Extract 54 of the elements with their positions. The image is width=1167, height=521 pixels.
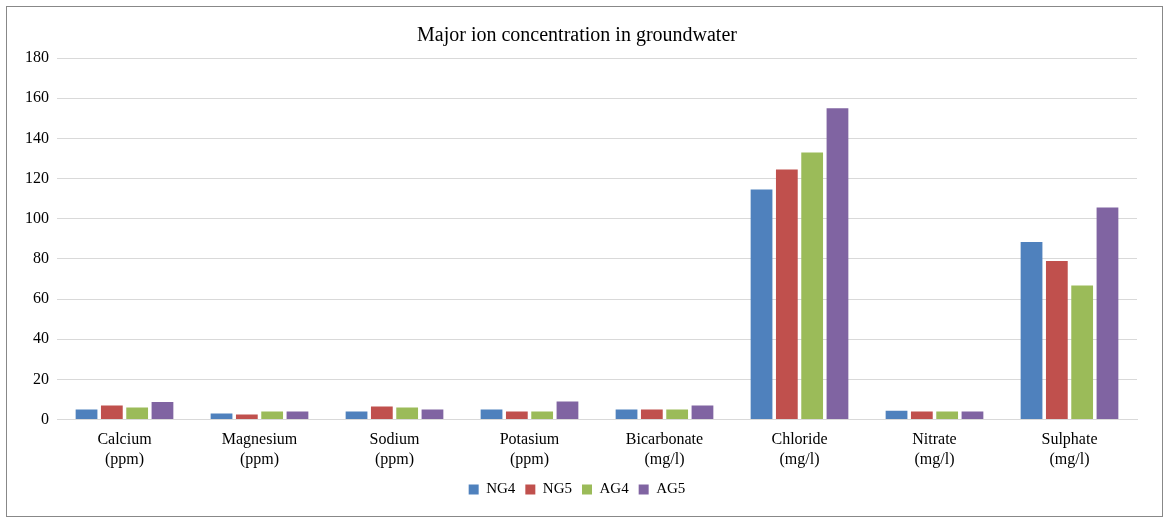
- y-tick-label: 100: [25, 208, 49, 226]
- legend-label: AG4: [599, 480, 630, 497]
- y-tick-label: 160: [25, 88, 49, 106]
- bar: [666, 409, 689, 420]
- bar: [691, 405, 714, 420]
- bar: [100, 405, 123, 420]
- bar: [75, 409, 98, 420]
- y-tick-label: 140: [25, 128, 49, 146]
- bar: [1045, 260, 1068, 420]
- bar: [750, 189, 773, 420]
- bar: [1071, 285, 1094, 420]
- x-tick-label: Bicarbonate (mg/l): [625, 430, 704, 468]
- y-tick-label: 60: [33, 289, 49, 307]
- bar: [936, 411, 959, 420]
- bar: [345, 411, 368, 420]
- bar: [910, 411, 933, 420]
- legend-label: NG4: [486, 480, 516, 497]
- bar: [396, 407, 419, 420]
- bar: [961, 411, 984, 420]
- x-tick-label: Sodium (ppm): [369, 430, 420, 468]
- bar: [126, 407, 149, 420]
- bar: [235, 414, 258, 420]
- legend-label: NG5: [542, 480, 573, 497]
- bar: [1096, 207, 1119, 420]
- chart-title: Major ion concentration in groundwater: [417, 23, 738, 47]
- bar: [1020, 242, 1043, 420]
- bar: [421, 409, 444, 420]
- y-tick-label: 120: [25, 168, 49, 186]
- bar: [775, 169, 798, 420]
- bar: [615, 409, 638, 420]
- x-tick-label: Nitrate (mg/l): [912, 430, 957, 468]
- bar: [151, 402, 174, 420]
- bar: [801, 152, 824, 420]
- y-tick-label: 20: [33, 369, 49, 387]
- bar: [640, 409, 663, 420]
- bar: [531, 411, 554, 420]
- bar: [370, 406, 393, 420]
- bar: [885, 410, 908, 420]
- bar: [556, 401, 579, 420]
- bar: [826, 108, 849, 420]
- legend-label: AG5: [656, 480, 686, 497]
- bar: [480, 409, 503, 420]
- x-tick-label: Chloride (mg/l): [771, 430, 828, 468]
- x-tick-label: Sulphate (mg/l): [1041, 430, 1098, 468]
- y-tick-label: 180: [25, 48, 49, 66]
- bar: [286, 411, 309, 420]
- x-tick-label: Potasium (ppm): [499, 430, 560, 468]
- bar: [261, 411, 284, 420]
- y-tick-label: 80: [33, 249, 49, 267]
- y-tick-label: 0: [41, 409, 49, 427]
- x-tick-label: Magnesium (ppm): [221, 430, 298, 468]
- y-tick-label: 40: [33, 329, 49, 347]
- x-tick-label: Calcium (ppm): [97, 430, 153, 468]
- bar: [505, 411, 528, 420]
